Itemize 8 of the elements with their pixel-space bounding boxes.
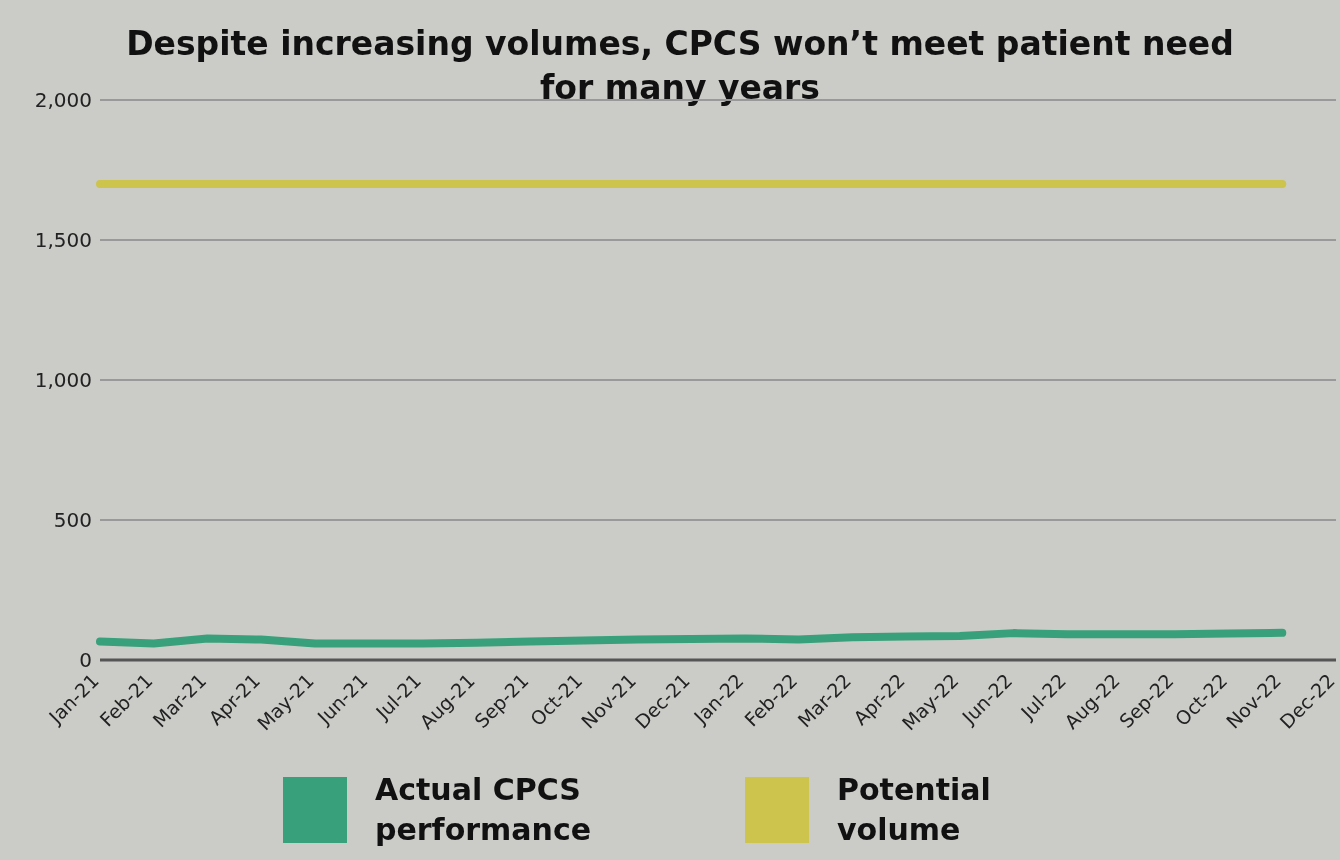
- y-tick-label: 1,000: [34, 368, 92, 393]
- legend-label: Potential volume: [837, 771, 992, 849]
- legend-label: Actual CPCS performance: [375, 771, 593, 849]
- y-tick-label: 1,500: [34, 228, 92, 253]
- y-tick-label: 500: [53, 508, 92, 533]
- chart-title: Despite increasing volumes, CPCS won’t meet patient need for many years: [125, 23, 1235, 109]
- y-tick-label: 0: [79, 648, 92, 673]
- y-tick-label: 2,000: [34, 88, 92, 113]
